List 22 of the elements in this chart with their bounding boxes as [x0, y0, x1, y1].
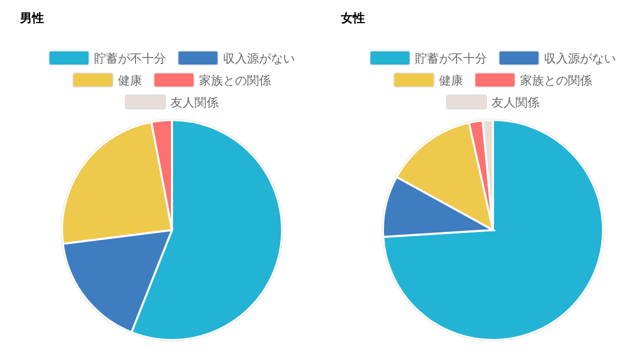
- legend-item: 収入源がない: [178, 50, 295, 66]
- legend-label: 健康: [439, 74, 463, 88]
- legend-label: 健康: [118, 74, 142, 88]
- legend-label: 貯蓄が不十分: [94, 52, 166, 66]
- legend-label: 貯蓄が不十分: [415, 52, 487, 66]
- legend-label: 友人関係: [170, 96, 218, 110]
- legend-item: 友人関係: [125, 94, 218, 110]
- legend-label: 家族との関係: [520, 74, 592, 88]
- legend-label: 家族との関係: [199, 74, 271, 88]
- chart-title: 男性: [19, 11, 44, 25]
- legend-item: 貯蓄が不十分: [48, 50, 166, 66]
- legend-label: 友人関係: [492, 96, 540, 110]
- legend-item: 貯蓄が不十分: [370, 50, 487, 66]
- legend-label: 収入源がない: [544, 52, 616, 66]
- legend-label: 収入源がない: [223, 52, 295, 66]
- legend-item: 健康: [72, 72, 142, 88]
- legend-item: 友人関係: [446, 94, 540, 110]
- chart-title: 女性: [340, 11, 365, 25]
- legend-item: 家族との関係: [154, 72, 271, 88]
- legend-item: 家族との関係: [474, 72, 592, 88]
- legend-item: 収入源がない: [498, 50, 616, 66]
- legend-item: 健康: [394, 72, 463, 88]
